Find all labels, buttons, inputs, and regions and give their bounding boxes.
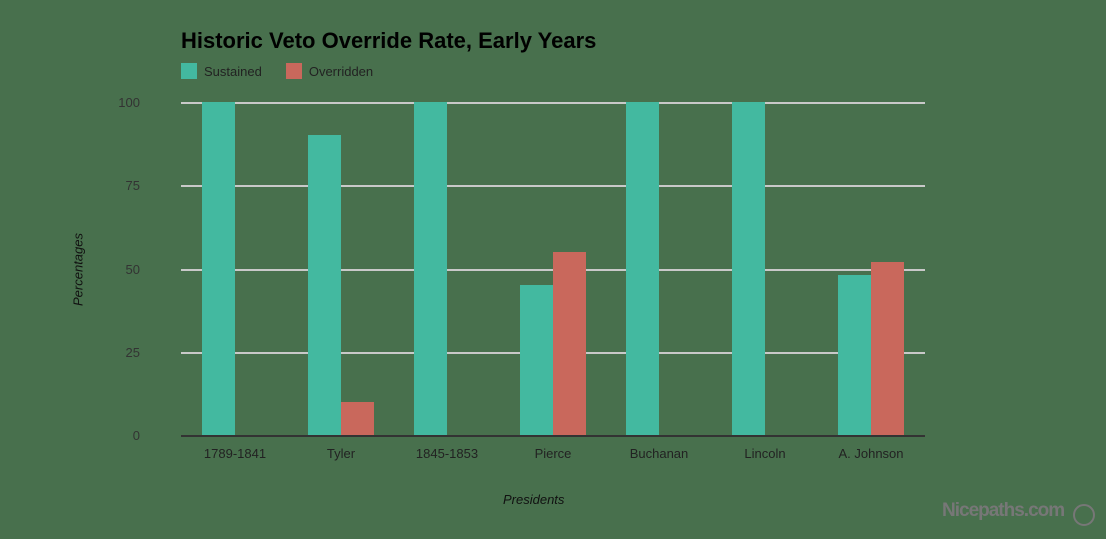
y-tick-label: 25 xyxy=(125,344,140,360)
x-tick-label: Tyler xyxy=(326,446,356,461)
x-axis-label: Presidents xyxy=(503,492,565,507)
x-tick-label: Lincoln xyxy=(744,446,786,461)
legend-item-overridden: Overridden xyxy=(285,63,374,79)
bar-sustained xyxy=(838,275,871,435)
watermark-logo-icon xyxy=(1073,504,1095,526)
chart-title: Historic Veto Override Rate, Early Years xyxy=(181,28,597,53)
bar-sustained xyxy=(732,102,765,435)
gridline xyxy=(181,102,925,104)
watermark: Nicepaths.com xyxy=(942,500,1065,521)
bar-sustained xyxy=(520,285,553,435)
y-tick-label: 75 xyxy=(125,178,140,194)
legend-label: Overridden xyxy=(308,63,374,79)
x-tick-label: Buchanan xyxy=(629,446,689,461)
x-tick-label: 1789-1841 xyxy=(203,446,267,461)
bar-sustained xyxy=(414,102,447,435)
legend-label: Sustained xyxy=(204,63,262,79)
bar-overridden xyxy=(871,261,904,435)
legend-swatch-overridden xyxy=(285,63,302,79)
legend-item-sustained: Sustained xyxy=(181,63,262,79)
x-tick-label: Pierce xyxy=(534,446,572,461)
bar-sustained xyxy=(308,135,341,435)
bar-overridden xyxy=(341,401,374,435)
y-tick-label: 0 xyxy=(132,428,140,443)
bar-sustained xyxy=(626,102,659,435)
x-axis-line xyxy=(181,435,925,437)
bar-sustained xyxy=(202,102,235,435)
x-tick-label: 1845-1853 xyxy=(415,446,479,461)
legend-swatch-sustained xyxy=(181,63,197,79)
y-tick-label: 50 xyxy=(125,261,140,277)
bar-overridden xyxy=(553,251,586,435)
plot-area xyxy=(181,102,925,437)
gridline xyxy=(181,185,925,188)
legend: Sustained Overridden xyxy=(181,63,397,79)
x-tick-label: A. Johnson xyxy=(838,446,904,461)
y-axis-label: Percentages xyxy=(70,233,86,306)
y-tick-label: 100 xyxy=(118,95,140,110)
